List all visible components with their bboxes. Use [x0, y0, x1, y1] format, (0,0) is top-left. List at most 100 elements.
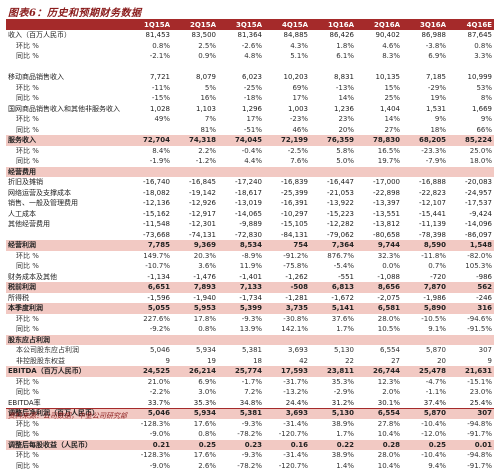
value-cell: -23.3%: [402, 146, 448, 157]
value-cell: -72,830: [218, 230, 264, 241]
value-cell: 7,721: [126, 72, 172, 83]
row-label: 同比 %: [6, 125, 126, 136]
row-label: 环比 %: [6, 314, 126, 325]
value-cell: -508: [264, 282, 310, 293]
value-cell: -75.8%: [264, 261, 310, 272]
value-cell: 6,023: [218, 72, 264, 83]
value-cell: 26,214: [172, 366, 218, 377]
value-cell: -1,734: [218, 293, 264, 304]
value-cell: 5,130: [310, 408, 356, 419]
row-label: 服务收入: [6, 135, 126, 146]
value-cell: -8.9%: [218, 251, 264, 262]
value-cell: -31.7%: [264, 377, 310, 388]
value-cell: 3.0%: [172, 387, 218, 398]
value-cell: 10.4%: [356, 429, 402, 440]
row-label: 财务成本及其他: [6, 272, 126, 283]
row-label: 本季度利润: [6, 303, 126, 314]
value-cell: -1,401: [218, 272, 264, 283]
table-row: 同比 %-1.9%-1.2%4.4%7.6%5.0%19.7%-7.9%18.0…: [6, 156, 494, 167]
value-cell: 1,103: [172, 104, 218, 115]
value-cell: [448, 167, 494, 178]
value-cell: 17%: [264, 93, 310, 104]
value-cell: -79,062: [310, 230, 356, 241]
value-cell: -1,134: [126, 272, 172, 283]
row-label: 环比 %: [6, 41, 126, 52]
value-cell: -25%: [218, 83, 264, 94]
value-cell: 8.3%: [356, 51, 402, 62]
value-cell: -17,537: [448, 198, 494, 209]
value-cell: 16%: [172, 93, 218, 104]
value-cell: -1,940: [172, 293, 218, 304]
value-cell: 4.8%: [218, 51, 264, 62]
value-cell: 9,744: [356, 240, 402, 251]
table-row: 同比 %-2.2%3.0%7.2%-13.2%-2.9%2.0%-1.1%23.…: [6, 387, 494, 398]
value-cell: -16,740: [126, 177, 172, 188]
row-label: 环比 %: [6, 114, 126, 125]
value-cell: [172, 335, 218, 346]
value-cell: 87,645: [448, 30, 494, 41]
table-row: 同比 %-9.0%0.8%-78.2%-120.7%1.7%10.4%-12.0…: [6, 429, 494, 440]
value-cell: -17,000: [356, 177, 402, 188]
value-cell: [172, 167, 218, 178]
row-label: [6, 62, 126, 73]
value-cell: 142.1%: [264, 324, 310, 335]
value-cell: 5.8%: [310, 146, 356, 157]
value-cell: -16,391: [264, 198, 310, 209]
value-cell: -11.8%: [402, 251, 448, 262]
value-cell: 307: [448, 408, 494, 419]
row-label: 移动商品销售收入: [6, 72, 126, 83]
value-cell: 1.7%: [310, 429, 356, 440]
table-row: 环比 %0.8%2.5%-2.6%4.3%1.8%4.6%-3.8%0.8%: [6, 41, 494, 52]
value-cell: 66%: [448, 125, 494, 136]
value-cell: -19,142: [172, 188, 218, 199]
value-cell: [448, 335, 494, 346]
value-cell: 754: [264, 240, 310, 251]
value-cell: 74,318: [172, 135, 218, 146]
value-cell: 76,359: [310, 135, 356, 146]
row-label: 本公司股东应占利润: [6, 345, 126, 356]
table-row: 网络运营及支撑成本-18,082-19,142-18,617-25,399-21…: [6, 188, 494, 199]
source-note: 资料来源：公司数据，中金公司研究部: [8, 411, 127, 421]
value-cell: -91.2%: [264, 251, 310, 262]
value-cell: [264, 167, 310, 178]
value-cell: 72,199: [264, 135, 310, 146]
row-label: 调整后每股收益（人民币）: [6, 440, 126, 451]
value-cell: 6.1%: [310, 51, 356, 62]
table-row: 同比 %-10.7%3.6%11.9%-75.8%-5.4%0.0%0.7%10…: [6, 261, 494, 272]
value-cell: -9,424: [448, 209, 494, 220]
value-cell: -13.2%: [264, 387, 310, 398]
value-cell: -2.6%: [218, 41, 264, 52]
value-cell: 316: [448, 303, 494, 314]
value-cell: -986: [448, 272, 494, 283]
value-cell: 0.8%: [172, 324, 218, 335]
value-cell: -1.7%: [218, 377, 264, 388]
row-label: 销售、一般及管理费用: [6, 198, 126, 209]
value-cell: 14%: [356, 114, 402, 125]
value-cell: 1,531: [402, 104, 448, 115]
value-cell: -30.8%: [264, 314, 310, 325]
value-cell: 7,185: [402, 72, 448, 83]
value-cell: -9.0%: [126, 461, 172, 471]
table-row: 环比 %21.0%6.9%-1.7%-31.7%35.3%12.3%-4.7%-…: [6, 377, 494, 388]
value-cell: -1,986: [402, 293, 448, 304]
row-label: 同比 %: [6, 324, 126, 335]
value-cell: -2.9%: [310, 387, 356, 398]
value-cell: 5.1%: [264, 51, 310, 62]
value-cell: 8,831: [310, 72, 356, 83]
value-cell: 1.8%: [310, 41, 356, 52]
value-cell: -17,240: [218, 177, 264, 188]
table-row: 环比 %-128.3%17.6%-9.3%-31.4%38.9%28.0%-10…: [6, 450, 494, 461]
value-cell: 7,785: [126, 240, 172, 251]
table-row: -73,668-74,131-72,830-84,131-79,062-80,6…: [6, 230, 494, 241]
value-cell: -15,441: [402, 209, 448, 220]
value-cell: -91.7%: [448, 461, 494, 471]
value-cell: -13%: [310, 83, 356, 94]
value-cell: 1,669: [448, 104, 494, 115]
value-cell: 17.8%: [172, 314, 218, 325]
value-cell: 0.22: [310, 440, 356, 451]
value-cell: [310, 335, 356, 346]
value-cell: 23.0%: [448, 387, 494, 398]
value-cell: 6,581: [356, 303, 402, 314]
value-cell: -10.5%: [402, 314, 448, 325]
